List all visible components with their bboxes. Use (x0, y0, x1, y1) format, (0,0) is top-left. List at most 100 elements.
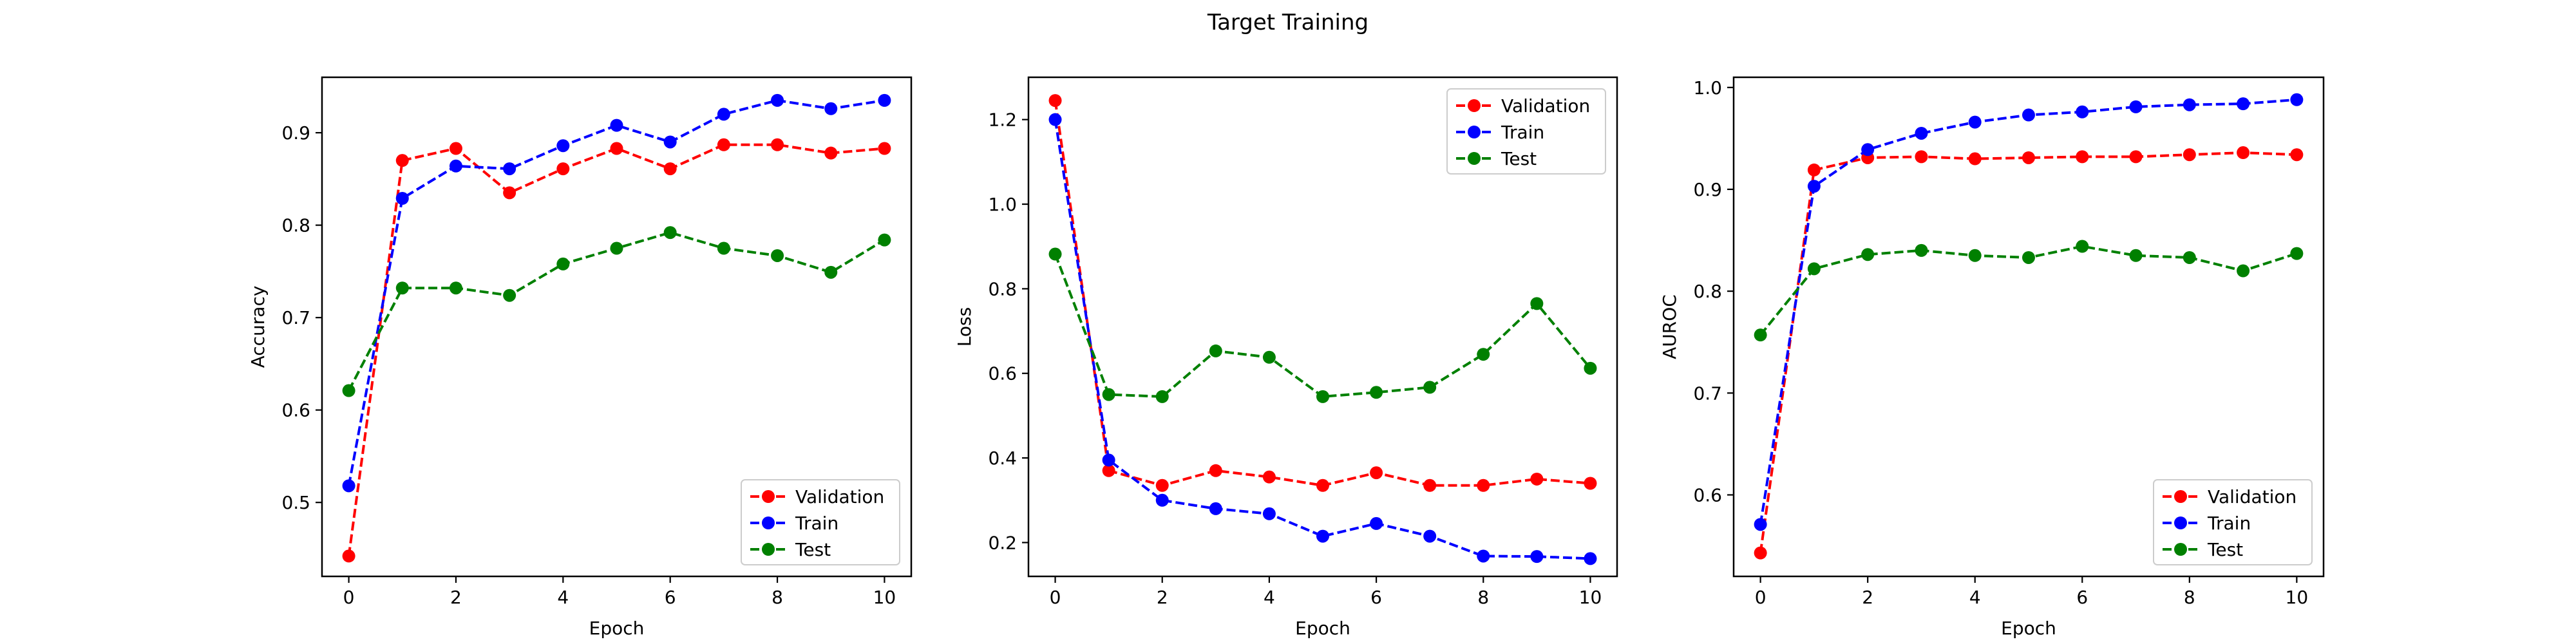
subplots: 0 2 4 6 8 10 0.5 0.6 0.7 0.8 0.9 Epoch Accuracy Valid… (247, 76, 2325, 639)
legend-item-test: Test (2163, 539, 2243, 560)
y-tick-label: 0.7 (1693, 383, 1722, 404)
legend-item-train: Train (2163, 513, 2251, 534)
legend-frame (2153, 479, 2313, 565)
y-tick-label: 0.5 (281, 492, 310, 513)
data-point (1155, 390, 1169, 403)
legend-item-test: Test (750, 539, 831, 560)
legend-marker (762, 543, 775, 556)
data-point (1262, 470, 1276, 484)
legend-label: Train (1501, 122, 1544, 143)
x-tick-label: 0 (343, 587, 355, 608)
series-test (342, 226, 891, 397)
data-point (1155, 478, 1169, 492)
data-point (824, 102, 838, 115)
data-point (1754, 518, 1767, 531)
x-tick-label: 2 (1862, 587, 1873, 608)
legend: Validation Train Test (1446, 88, 1606, 175)
series-test (1754, 240, 2304, 342)
data-point (1754, 546, 1767, 560)
legend-marker (1468, 126, 1481, 138)
data-point (1754, 328, 1767, 342)
legend: Validation Train Test (741, 479, 900, 565)
data-point (2022, 251, 2035, 264)
data-point (824, 146, 838, 160)
data-point (1370, 386, 1383, 399)
data-point (1861, 248, 1875, 261)
data-point (1807, 180, 1821, 193)
data-point (2129, 100, 2143, 113)
data-point (2290, 148, 2304, 162)
data-point (449, 142, 462, 155)
data-point (1370, 466, 1383, 480)
data-point (556, 162, 570, 176)
data-point (2129, 249, 2143, 262)
data-point (1048, 94, 1062, 108)
x-tick-label: 6 (665, 587, 676, 608)
data-point (1530, 297, 1544, 310)
data-point (1968, 249, 1982, 262)
data-point (610, 118, 623, 132)
data-point (1102, 464, 1115, 477)
data-point (2183, 251, 2196, 264)
data-point (503, 186, 516, 200)
x-tick-label: 0 (1755, 587, 1766, 608)
y-tick-label: 1.0 (1693, 77, 1722, 99)
data-point (1423, 529, 1437, 543)
x-tick-label: 2 (450, 587, 462, 608)
data-point (663, 226, 677, 240)
figure-title: Target Training (1207, 10, 1368, 35)
legend-label: Validation (1501, 95, 1590, 117)
y-tick-label: 1.2 (988, 109, 1017, 131)
data-point (342, 549, 355, 563)
data-point (1477, 549, 1490, 563)
legend-marker (1468, 152, 1481, 165)
legend-item-train: Train (750, 513, 838, 534)
data-point (610, 242, 623, 255)
data-point (717, 108, 730, 121)
data-point (449, 159, 462, 173)
series-validation (1048, 94, 1597, 492)
data-point (449, 281, 462, 295)
legend-label: Test (795, 539, 831, 560)
data-point (2076, 105, 2089, 118)
data-point (663, 135, 677, 149)
y-tick-label: 0.9 (281, 122, 310, 144)
data-point (1807, 163, 1821, 176)
x-tick-label: 0 (1050, 587, 1061, 608)
data-point (342, 384, 355, 397)
x-axis-label: Epoch (2001, 618, 2056, 639)
data-point (342, 479, 355, 493)
data-point (771, 138, 784, 151)
y-axis-label: Loss (954, 307, 975, 346)
series-train (342, 93, 891, 493)
legend-frame (741, 479, 900, 565)
data-point (1262, 507, 1276, 520)
data-point (610, 142, 623, 155)
data-point (771, 249, 784, 262)
data-point (1807, 262, 1821, 276)
legend-label: Test (2207, 539, 2243, 560)
data-point (1209, 502, 1222, 515)
series-test (1048, 247, 1597, 403)
x-tick-label: 8 (2184, 587, 2195, 608)
x-tick-label: 10 (1579, 587, 1602, 608)
data-point (1262, 350, 1276, 364)
data-point (2022, 108, 2035, 122)
legend-item-test: Test (1456, 148, 1537, 169)
data-point (2237, 264, 2250, 278)
data-point (2290, 93, 2304, 106)
y-tick-label: 0.8 (988, 278, 1017, 299)
data-point (503, 162, 516, 176)
y-tick-label: 0.2 (988, 532, 1017, 553)
legend-marker (2174, 516, 2187, 529)
data-point (1370, 516, 1383, 530)
legend-frame (1446, 88, 1606, 175)
data-point (2237, 97, 2250, 111)
legend-label: Validation (2208, 486, 2297, 507)
data-point (878, 142, 891, 155)
data-point (395, 281, 409, 295)
data-point (1102, 388, 1115, 401)
data-point (1530, 550, 1544, 564)
legend-label: Train (2207, 513, 2251, 534)
data-point (1316, 529, 1329, 543)
